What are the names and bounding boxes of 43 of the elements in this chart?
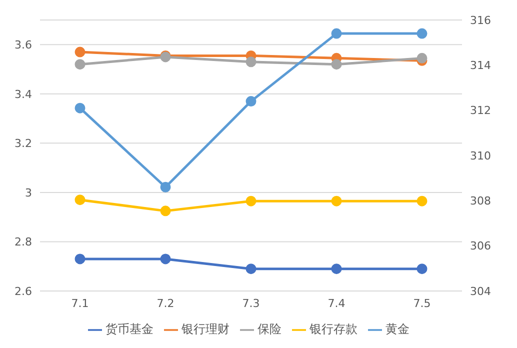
point: [331, 28, 342, 39]
y-tick-label: 2.8: [14, 236, 32, 249]
legend-label: 保险: [258, 322, 282, 336]
y2-tick-label: 304: [470, 284, 491, 298]
y2-tick-label: 308: [470, 194, 491, 208]
point: [246, 96, 256, 107]
y2-tick-label: 316: [470, 14, 491, 27]
y2-tick-label: 314: [470, 59, 491, 72]
x-tick-label: 7.4: [328, 296, 346, 310]
point: [74, 194, 86, 206]
point: [416, 52, 428, 64]
point: [74, 102, 86, 114]
y-tick-label: 3.6: [14, 38, 32, 52]
legend-label: 货币基金: [106, 322, 154, 336]
y2-tick-label: 312: [470, 104, 491, 118]
legend-label: 黄金: [386, 322, 410, 336]
point: [246, 196, 256, 206]
point: [246, 264, 256, 274]
y-tick-label: 2.6: [14, 284, 32, 298]
y-tick-label: 3: [25, 186, 32, 200]
point: [74, 59, 86, 70]
point: [331, 59, 342, 70]
point: [416, 264, 428, 274]
y-tick-label: 3.2: [14, 137, 32, 150]
point: [246, 56, 256, 68]
point: [416, 28, 428, 39]
point: [331, 196, 342, 206]
point: [160, 254, 171, 264]
point: [160, 206, 171, 216]
x-tick-label: 7.2: [156, 296, 174, 310]
x-tick-label: 7.1: [71, 296, 89, 310]
y2-tick-label: 306: [470, 240, 491, 253]
y-tick-label: 3.4: [14, 88, 32, 101]
point: [331, 264, 342, 274]
legend-label: 银行理财: [182, 322, 230, 336]
x-tick-label: 7.5: [413, 296, 431, 310]
point: [74, 46, 86, 58]
point: [160, 182, 171, 192]
point: [416, 196, 428, 206]
point: [74, 254, 86, 264]
x-tick-label: 7.3: [242, 296, 260, 310]
y2-tick-label: 310: [470, 149, 491, 162]
legend-label: 银行存款: [310, 322, 358, 336]
